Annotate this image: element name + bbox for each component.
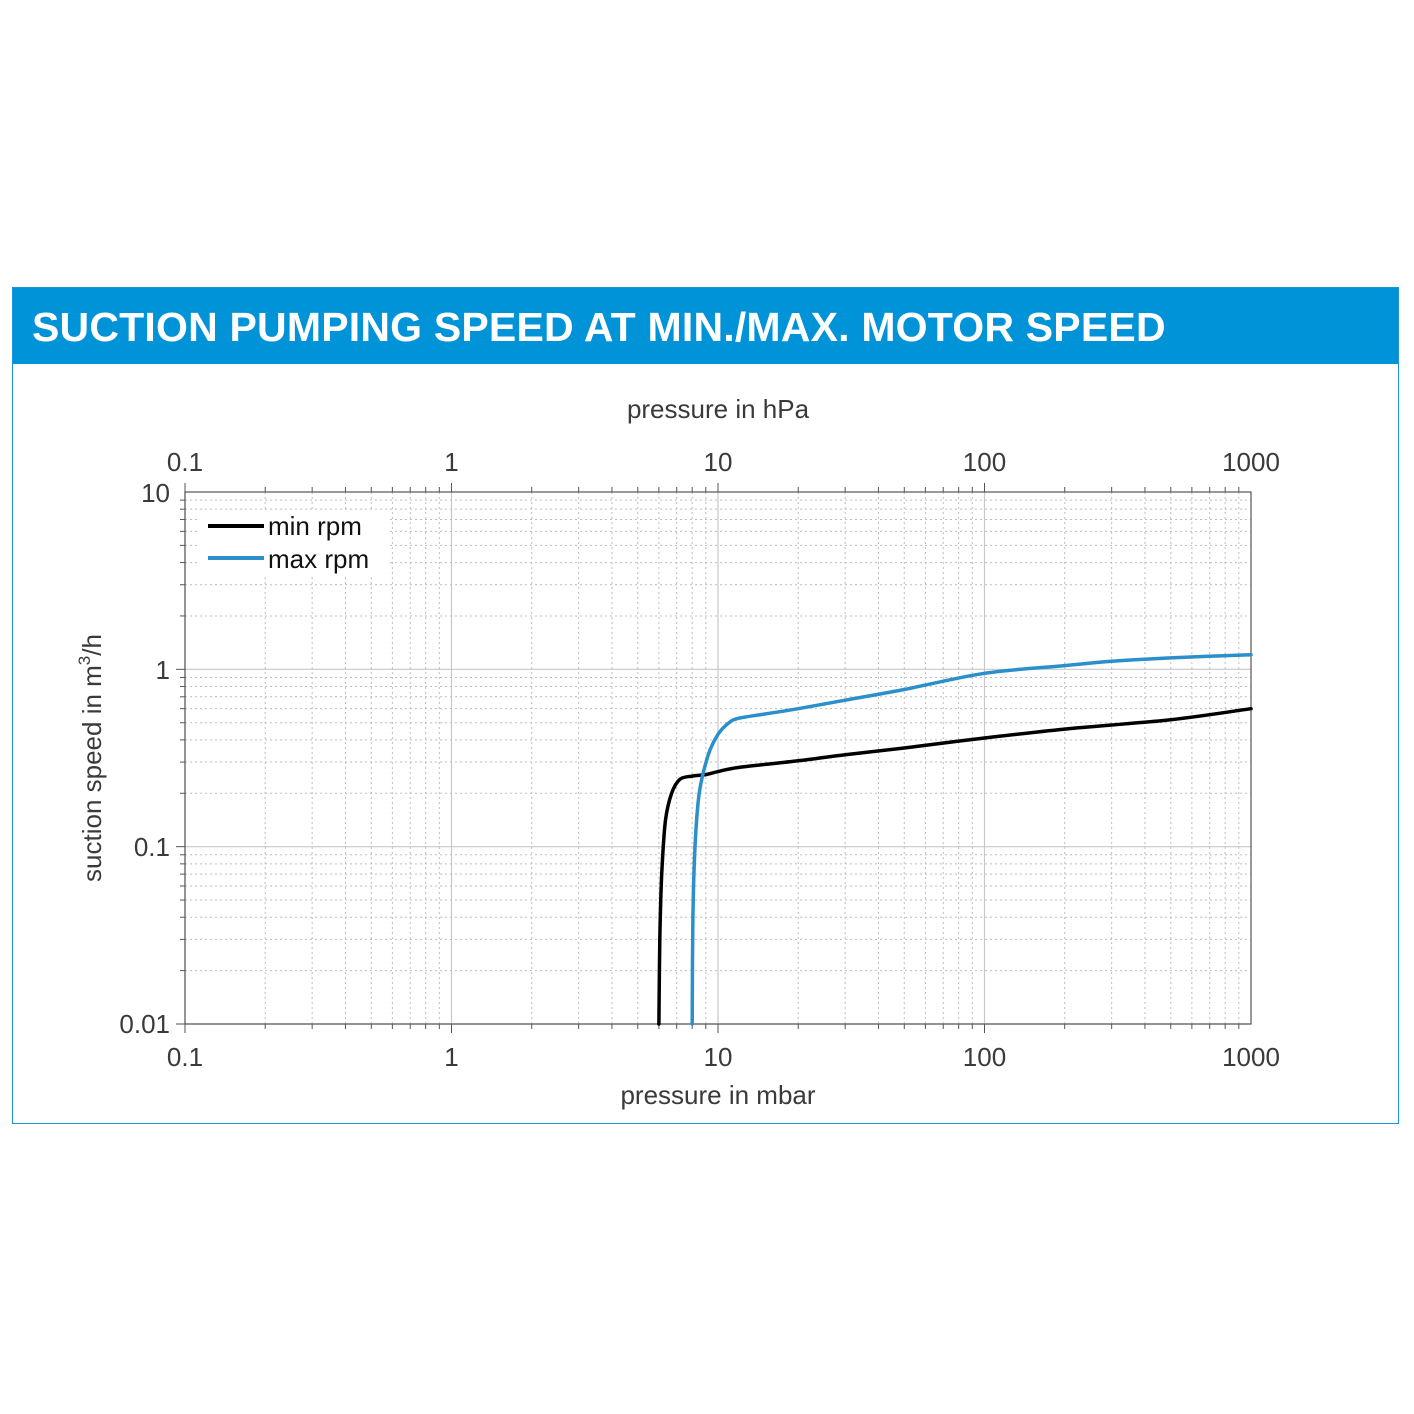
tick-marks (176, 483, 1240, 1033)
x-axis-title: pressure in mbar (620, 1080, 815, 1110)
title-banner: SUCTION PUMPING SPEED AT MIN./MAX. MOTOR… (13, 288, 1398, 364)
x2-tick-labels: 0.1 1 10 100 1000 (167, 447, 1280, 477)
legend-label-min-rpm: min rpm (268, 511, 362, 541)
x-tick-label: 0.1 (167, 1042, 203, 1072)
y-tick-label: 0.01 (119, 1009, 170, 1039)
x2-tick-label: 100 (963, 447, 1006, 477)
x2-tick-label: 1 (444, 447, 458, 477)
series-line-max-rpm (690, 652, 1253, 1026)
chart-title: SUCTION PUMPING SPEED AT MIN./MAX. MOTOR… (32, 304, 1166, 350)
x2-tick-label: 10 (704, 447, 733, 477)
legend-label-max-rpm: max rpm (268, 544, 369, 574)
x-tick-label: 1000 (1222, 1042, 1280, 1072)
y-axis-title-tail: /h (77, 634, 107, 656)
y-tick-label: 0.1 (134, 832, 170, 862)
x2-tick-label: 1000 (1222, 447, 1280, 477)
y-tick-labels: 0.01 0.1 1 10 (119, 478, 170, 1039)
y-tick-label: 10 (141, 478, 170, 508)
x2-tick-label: 0.1 (167, 447, 203, 477)
x-tick-label: 1 (444, 1042, 458, 1072)
x-tick-label: 10 (704, 1042, 733, 1072)
x-tick-labels: 0.1 1 10 100 1000 (167, 1042, 1280, 1072)
legend-background (200, 510, 390, 576)
y-axis-title-sup: 3 (75, 656, 94, 665)
y-axis-title: suction speed in m3/h (75, 634, 107, 882)
series-line-min-rpm (657, 706, 1253, 1026)
series (657, 652, 1253, 1026)
legend: min rpm max rpm (200, 510, 390, 576)
y-axis-title-base: suction speed in m (77, 665, 107, 882)
y-tick-label: 1 (156, 655, 170, 685)
chart-panel: SUCTION PUMPING SPEED AT MIN./MAX. MOTOR… (12, 287, 1399, 1124)
x2-axis-title: pressure in hPa (627, 394, 810, 424)
x-tick-label: 100 (963, 1042, 1006, 1072)
